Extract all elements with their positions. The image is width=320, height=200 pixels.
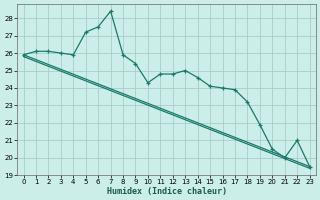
X-axis label: Humidex (Indice chaleur): Humidex (Indice chaleur) — [107, 187, 227, 196]
